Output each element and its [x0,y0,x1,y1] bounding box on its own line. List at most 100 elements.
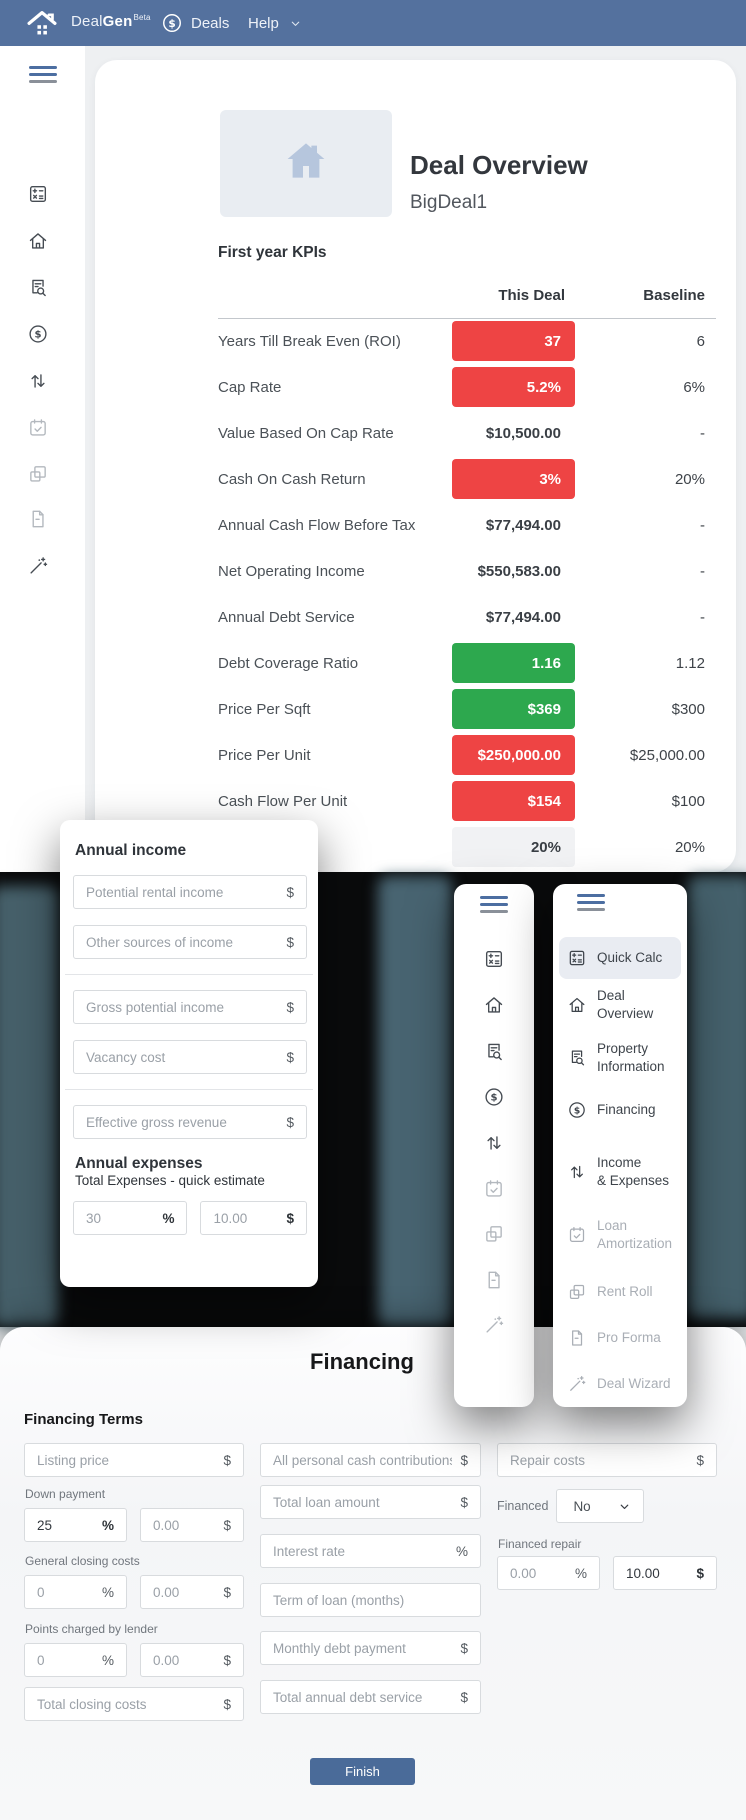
financing-middle-input-0[interactable]: All personal cash contributions $ [260,1443,481,1477]
kpi-value: 1.16 [452,643,575,683]
svg-text:$: $ [574,1105,580,1116]
backdrop-stripe [688,876,746,1319]
financed-repair-percent-input[interactable]: 0.00% [497,1556,600,1590]
svg-text:$: $ [490,1093,497,1104]
listing-price-input[interactable]: Listing price $ [24,1443,244,1477]
menu-toggle-button[interactable] [29,66,57,83]
sidebar-item-document-search[interactable] [27,277,49,299]
financed-select[interactable]: No [556,1489,645,1523]
points-charged-label: Points charged by lender [25,1622,158,1636]
income-field-input[interactable]: Effective gross revenue $ [73,1105,307,1139]
sidebar-item-document[interactable] [27,508,49,530]
kpi-row: Net Operating Income $550,583.00 - [218,548,716,594]
menu-item-rent-roll[interactable]: Rent Roll [559,1271,681,1313]
kpi-label: Price Per Unit [218,746,311,764]
overlapping-squares-icon [567,1282,587,1302]
mini-menu-item-calendar-check[interactable] [483,1178,505,1200]
general-closing-amount-input[interactable]: 0.00 $ [140,1575,244,1609]
income-field-input[interactable]: Potential rental income $ [73,875,307,909]
kpi-value: $154 [452,781,575,821]
nav-help[interactable]: Help [248,0,302,46]
menu-item-quick-calc[interactable]: Quick Calc [559,937,681,979]
sidebar-item-dollar-circle[interactable]: $ [27,323,49,345]
financing-middle-input-5[interactable]: Total annual debt service $ [260,1680,481,1714]
kpi-value: 3% [452,459,575,499]
kpi-row: Annual Debt Service $77,494.00 - [218,594,716,640]
income-field-input[interactable]: Other sources of income $ [73,925,307,959]
income-field-input[interactable]: Gross potential income $ [73,990,307,1024]
down-payment-percent-input[interactable]: 25% [24,1508,127,1542]
mini-menu-item-document-search[interactable] [483,1041,505,1063]
financing-middle-input-1[interactable]: Total loan amount $ [260,1485,481,1519]
mini-menu-item-document[interactable] [483,1269,505,1291]
income-field-input[interactable]: Vacancy cost $ [73,1040,307,1074]
menu-item-financing[interactable]: $ Financing [559,1089,681,1131]
points-percent-input[interactable]: 0% [24,1643,127,1677]
sidebar-item-home[interactable] [27,230,49,252]
app-logo-house-icon [26,8,58,38]
menu-toggle-button[interactable] [480,896,508,913]
financing-middle-input-4[interactable]: Monthly debt payment $ [260,1631,481,1665]
kpi-value: 37 [452,321,575,361]
financed-row: Financed No [497,1489,645,1523]
svg-text:$: $ [34,330,41,341]
financing-terms-heading: Financing Terms [24,1411,143,1428]
kpi-value: $550,583.00 [477,562,561,580]
kpi-value: $369 [452,689,575,729]
kpi-label: Years Till Break Even (ROI) [218,332,401,350]
kpi-baseline: - [700,562,705,580]
finish-button[interactable]: Finish [310,1758,415,1785]
kpi-row: Cash Flow Per Unit $154 $100 [218,778,716,824]
sidebar-item-overlapping-squares[interactable] [27,463,49,485]
financed-label: Financed [497,1499,549,1513]
column-baseline: Baseline [643,286,705,304]
page-title: Deal Overview [410,150,588,180]
general-closing-percent-input[interactable]: 0% [24,1575,127,1609]
mini-menu-item-calculator[interactable] [483,948,505,970]
expenses-amount-input[interactable]: 10.00 $ [200,1201,307,1235]
brand: DealGenBeta [71,13,151,30]
points-amount-input[interactable]: 0.00 $ [140,1643,244,1677]
mini-menu-item-dollar-circle[interactable]: $ [483,1086,505,1108]
kpi-row: Value Based On Cap Rate $10,500.00 - [218,410,716,456]
sidebar-item-arrows-up-down[interactable] [27,370,49,392]
annual-income-title: Annual income [75,842,187,859]
financing-title: Financing [310,1349,414,1374]
financing-middle-input-2[interactable]: Interest rate% [260,1534,481,1568]
house-icon [282,137,330,190]
financed-repair-amount-input[interactable]: 10.00 $ [613,1556,717,1590]
down-payment-amount-input[interactable]: 0.00 $ [140,1508,244,1542]
kpi-label: Cash Flow Per Unit [218,792,348,810]
kpi-row: Years Till Break Even (ROI) 37 6 [218,318,716,364]
calendar-check-icon [567,1225,587,1245]
menu-item-property-information[interactable]: Property Information [559,1030,681,1086]
menu-toggle-button[interactable] [577,894,605,911]
expenses-percent-input[interactable]: 30% [73,1201,188,1235]
deal-image-placeholder [220,110,392,217]
kpi-baseline: 6 [696,332,705,350]
menu-item-deal-overview[interactable]: Deal Overview [559,984,681,1026]
kpi-row: Cap Rate 5.2% 6% [218,364,716,410]
sidebar-item-calculator[interactable] [27,183,49,205]
chevron-down-icon [289,17,302,30]
sidebar-item-magic-wand[interactable] [27,555,49,577]
menu-item-loan-amortization[interactable]: Loan Amortization [559,1207,681,1263]
mini-menu-item-arrows-up-down[interactable] [483,1132,505,1154]
sidebar-item-calendar-check[interactable] [27,417,49,439]
menu-item-pro-forma[interactable]: Pro Forma [559,1317,681,1359]
backdrop-stripe [0,886,58,1327]
mini-menu-item-magic-wand[interactable] [483,1314,505,1336]
financing-middle-input-3[interactable]: Term of loan (months) [260,1583,481,1617]
menu-item-deal-wizard[interactable]: Deal Wizard [559,1363,681,1405]
total-closing-costs-input[interactable]: Total closing costs $ [24,1687,244,1721]
menu-item-income-expenses[interactable]: Income & Expenses [559,1144,681,1200]
mini-menu-item-home[interactable] [483,994,505,1016]
kpi-baseline: - [700,424,705,442]
repair-costs-input[interactable]: Repair costs $ [497,1443,717,1477]
kpi-label: Debt Coverage Ratio [218,654,359,672]
mini-menu-item-overlapping-squares[interactable] [483,1223,505,1245]
kpi-label: Price Per Sqft [218,700,311,718]
dollar-circle-icon: $ [161,12,183,34]
financing-panel: Financing Financing Terms Listing price $… [0,1327,746,1820]
nav-deals[interactable]: $ Deals [161,0,229,46]
